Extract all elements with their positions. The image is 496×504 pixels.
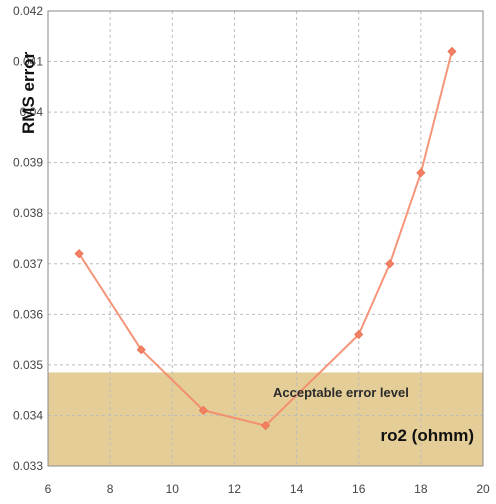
data-point xyxy=(385,259,395,269)
y-tick-label: 0.037 xyxy=(13,257,43,271)
y-tick-label: 0.042 xyxy=(13,4,43,18)
x-tick-label: 18 xyxy=(414,482,428,496)
plot-frame xyxy=(47,10,484,467)
data-point xyxy=(447,46,457,57)
y-tick-label: 0.04 xyxy=(20,105,44,119)
axes xyxy=(47,10,484,467)
x-tick-label: 16 xyxy=(352,482,366,496)
x-tick-label: 6 xyxy=(45,482,52,496)
y-tick-label: 0.033 xyxy=(13,459,43,473)
y-tick-label: 0.039 xyxy=(13,156,43,170)
x-tick-label: 20 xyxy=(476,482,490,496)
y-tick-label: 0.035 xyxy=(13,358,43,372)
data-point xyxy=(260,420,271,431)
x-axis-title: ro2 (ohmm) xyxy=(381,426,475,445)
x-tick-label: 10 xyxy=(166,482,180,496)
acceptable-error-band-layer xyxy=(48,372,483,466)
y-axis-title: RMS error xyxy=(19,51,38,134)
acceptable-error-band xyxy=(48,372,483,466)
series-line xyxy=(78,51,453,427)
x-tick-label: 8 xyxy=(107,482,114,496)
data-point xyxy=(354,329,364,340)
data-point xyxy=(198,405,208,415)
data-point xyxy=(416,168,426,178)
y-tick-label: 0.038 xyxy=(13,206,43,220)
series-layer xyxy=(74,46,457,431)
data-point xyxy=(74,249,84,259)
y-tick-label: 0.036 xyxy=(13,307,43,321)
x-tick-label: 12 xyxy=(228,482,242,496)
y-tick-label: 0.034 xyxy=(13,408,43,422)
data-point xyxy=(136,345,146,355)
x-tick-label: 14 xyxy=(290,482,304,496)
acceptable-error-level-label: Acceptable error level xyxy=(273,385,409,400)
y-tick-label: 0.041 xyxy=(13,55,43,69)
tick-labels: 6 8 10 12 14 16 18 20 0.033 0.034 0.035 0.036 0.037 0… xyxy=(13,4,490,496)
